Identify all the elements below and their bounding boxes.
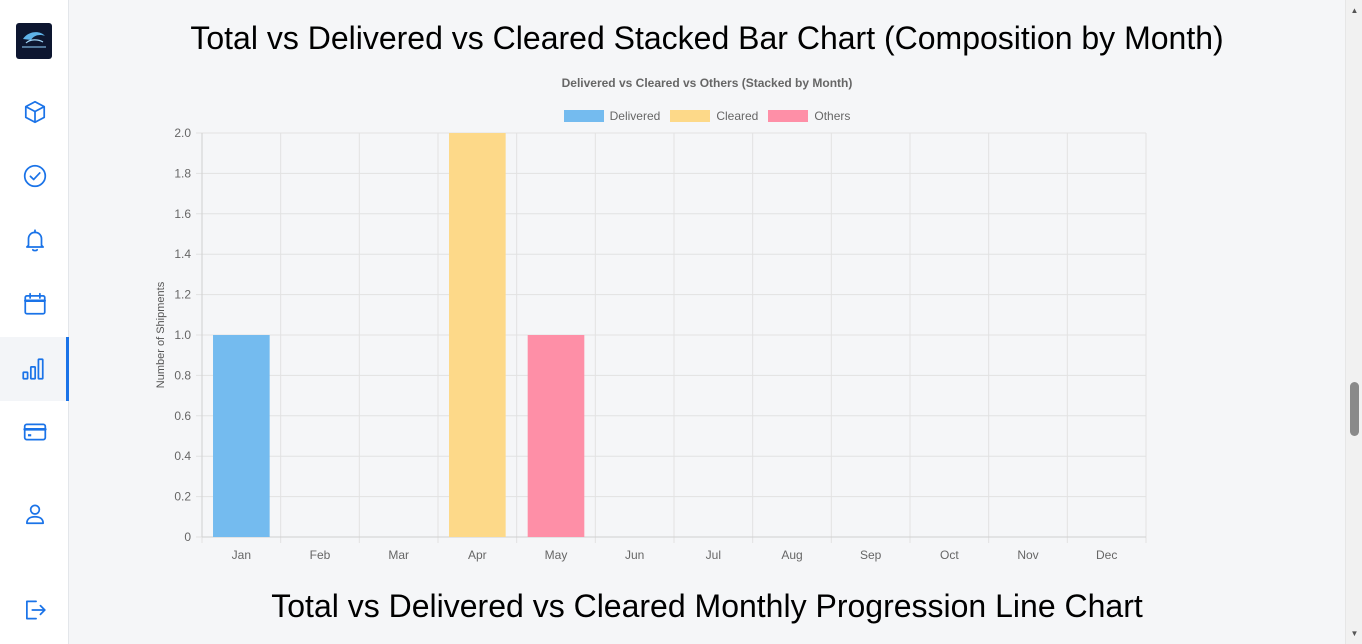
legend-label-delivered: Delivered [609, 109, 661, 123]
vertical-scrollbar[interactable]: ▲ ▼ [1345, 0, 1362, 644]
x-tick-label: Feb [310, 548, 331, 562]
x-tick-label: Oct [940, 548, 959, 562]
chart-legend: Delivered Cleared Others [70, 109, 1344, 123]
legend-item-delivered[interactable]: Delivered [563, 109, 661, 123]
legend-swatch-delivered [563, 110, 604, 122]
sidebar [0, 0, 69, 644]
legend-swatch-others [768, 110, 809, 122]
x-tick-label: Jun [625, 548, 644, 562]
x-tick-label: Jul [706, 548, 721, 562]
x-tick-label: Sep [860, 548, 882, 562]
y-tick-label: 1.4 [174, 247, 191, 261]
x-tick-label: Dec [1096, 548, 1117, 562]
sidebar-item-cleared[interactable] [0, 144, 69, 208]
sidebar-item-calendar[interactable] [0, 272, 69, 336]
y-tick-label: 1.8 [174, 166, 191, 180]
x-tick-label: May [545, 548, 568, 562]
y-tick-label: 0.6 [174, 409, 191, 423]
legend-item-others[interactable]: Others [768, 109, 850, 123]
sidebar-item-logout[interactable] [0, 578, 69, 642]
brand-logo[interactable] [16, 23, 52, 59]
x-tick-label: Nov [1017, 548, 1038, 562]
cube-icon [24, 100, 45, 124]
y-tick-label: 0.2 [174, 490, 191, 504]
stacked-chart-heading: Total vs Delivered vs Cleared Stacked Ba… [190, 20, 1224, 56]
bell-icon [25, 229, 44, 252]
bar-delivered-jan [213, 335, 270, 537]
y-tick-label: 1.0 [174, 328, 191, 342]
user-icon [25, 504, 44, 525]
bar-chart-icon [22, 358, 44, 380]
calendar-icon [23, 292, 46, 315]
chart-title: Delivered vs Cleared vs Others (Stacked … [561, 76, 853, 90]
logout-icon [25, 600, 46, 620]
bar-cleared-apr [449, 133, 506, 537]
sidebar-item-analytics[interactable] [0, 337, 69, 401]
x-tick-label: Jan [232, 548, 251, 562]
x-tick-label: Apr [468, 548, 487, 562]
scroll-thumb[interactable] [1350, 382, 1359, 436]
legend-label-others: Others [814, 109, 851, 123]
y-axis-title: Number of Shipments [155, 281, 167, 388]
x-tick-label: Aug [781, 548, 802, 562]
sidebar-item-payments[interactable] [0, 400, 69, 464]
legend-item-cleared[interactable]: Cleared [670, 109, 758, 123]
sidebar-item-shipments[interactable] [0, 80, 69, 144]
y-tick-label: 0.4 [174, 449, 191, 463]
stacked-bar-chart: 0 0.2 0.4 0.6 0.8 1.0 1.2 1.4 1.6 1.8 2.0 Jan Feb Mar… [155, 126, 1147, 562]
line-chart-heading: Total vs Delivered vs Cleared Monthly Pr… [271, 588, 1143, 624]
scroll-down-arrow-icon[interactable]: ▼ [1350, 629, 1359, 638]
credit-card-icon [22, 423, 47, 441]
y-tick-label: 1.6 [174, 207, 191, 221]
sidebar-item-notifications[interactable] [0, 208, 69, 272]
y-tick-label: 2.0 [174, 126, 191, 140]
check-circle-icon [23, 164, 46, 188]
y-tick-label: 1.2 [174, 288, 191, 302]
scroll-up-arrow-icon[interactable]: ▲ [1350, 6, 1359, 15]
main-content: Total vs Delivered vs Cleared Stacked Ba… [70, 0, 1344, 644]
legend-label-cleared: Cleared [716, 109, 759, 123]
x-tick-label: Mar [388, 548, 409, 562]
sidebar-item-profile[interactable] [0, 482, 69, 546]
y-tick-label: 0.8 [174, 368, 191, 382]
bar-others-may [527, 335, 585, 537]
legend-swatch-cleared [670, 110, 711, 122]
y-tick-label: 0 [184, 530, 191, 544]
